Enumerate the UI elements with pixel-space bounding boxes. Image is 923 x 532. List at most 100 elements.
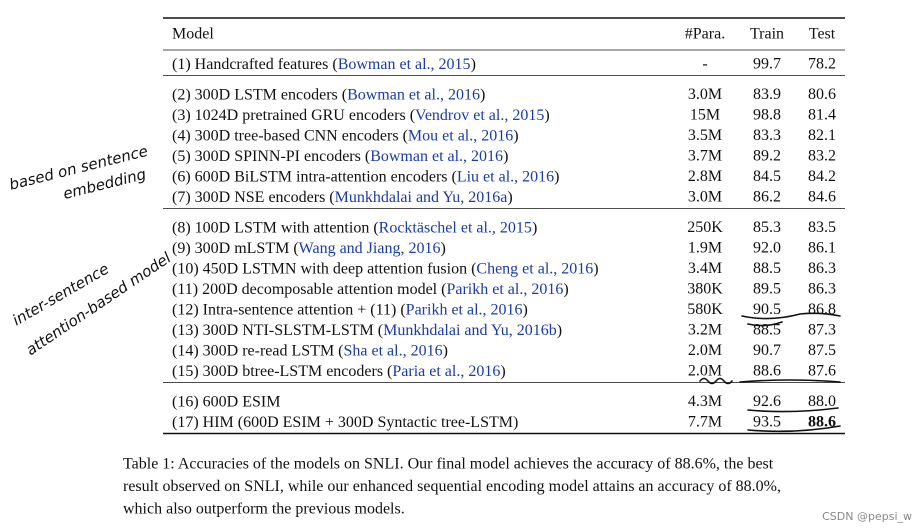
model-name: (12) Intra-sentence attention + (11) (Pa… xyxy=(172,301,528,318)
underline xyxy=(747,407,839,413)
model-name: (10) 450D LSTMN with deep attention fusi… xyxy=(172,260,599,277)
citation: Paria et al., 2016 xyxy=(392,363,500,380)
params: 2.0M xyxy=(688,363,722,380)
model-text: ) xyxy=(503,148,508,165)
train-acc: 84.5 xyxy=(753,168,781,185)
hand-underlines xyxy=(699,312,841,433)
caption-line: which also outperform the previous model… xyxy=(123,501,405,518)
train-acc: 89.5 xyxy=(753,281,781,298)
train-acc: 98.8 xyxy=(753,107,781,124)
model-text: ) xyxy=(554,168,559,185)
citation: Liu et al., 2016 xyxy=(457,168,554,185)
model-text: ) xyxy=(513,127,518,144)
test-acc: 86.8 xyxy=(808,301,836,318)
test-acc: 86.3 xyxy=(808,260,836,277)
citation: Cheng et al., 2016 xyxy=(476,260,593,277)
citation: Vendrov et al., 2015 xyxy=(415,107,544,124)
model-text: ) xyxy=(557,322,562,339)
test-acc: 78.2 xyxy=(808,56,836,73)
params: 3.7M xyxy=(688,148,722,165)
train-acc: 89.2 xyxy=(753,148,781,165)
test-acc: 83.5 xyxy=(808,219,836,236)
params: 250K xyxy=(687,219,723,236)
model-name: (13) 300D NTI-SLSTM-LSTM (Munkhdalai and… xyxy=(172,322,562,339)
citation: Munkhdalai and Yu, 2016b xyxy=(383,322,557,339)
params: 2.0M xyxy=(688,342,722,359)
caption-line: result observed on SNLI, while our enhan… xyxy=(123,478,781,495)
test-acc: 83.2 xyxy=(808,148,836,165)
underline xyxy=(747,321,783,327)
params: 4.3M xyxy=(688,393,722,410)
model-text: (12) Intra-sentence attention + (11) ( xyxy=(172,301,406,318)
citation: Bowman et al., 2016 xyxy=(347,86,480,103)
train-acc: 99.7 xyxy=(753,56,781,73)
model-text: ) xyxy=(593,260,598,277)
model-name: (3) 1024D pretrained GRU encoders (Vendr… xyxy=(172,107,550,124)
underline xyxy=(739,379,841,383)
model-name: (9) 300D mLSTM (Wang and Jiang, 2016) xyxy=(172,240,446,257)
model-text: (16) 600D ESIM xyxy=(172,393,280,410)
citation: Wang and Jiang, 2016 xyxy=(299,240,441,257)
test-acc: 80.6 xyxy=(808,86,836,103)
test-acc: 87.3 xyxy=(808,322,836,339)
train-acc: 88.5 xyxy=(753,322,781,339)
model-name: (2) 300D LSTM encoders (Bowman et al., 2… xyxy=(172,86,485,103)
model-text: (5) 300D SPINN-PI encoders ( xyxy=(172,148,370,165)
test-acc: 84.6 xyxy=(808,189,836,206)
params: 380K xyxy=(687,281,723,298)
train-acc: 86.2 xyxy=(753,189,781,206)
test-acc: 86.1 xyxy=(808,240,836,257)
params: 7.7M xyxy=(688,414,722,431)
train-acc: 93.5 xyxy=(753,414,781,431)
model-text: ) xyxy=(507,189,512,206)
model-text: (11) 200D decomposable attention model ( xyxy=(172,281,446,298)
citation: Sha et al., 2016 xyxy=(344,342,443,359)
test-acc: 81.4 xyxy=(808,107,836,124)
model-name: (4) 300D tree-based CNN encoders (Mou et… xyxy=(172,127,519,144)
test-acc: 88.6 xyxy=(808,414,836,431)
model-text: ) xyxy=(440,240,445,257)
model-name: (5) 300D SPINN-PI encoders (Bowman et al… xyxy=(172,148,508,165)
citation: Bowman et al., 2016 xyxy=(370,148,503,165)
underline xyxy=(699,377,733,385)
model-text: ) xyxy=(523,301,528,318)
test-acc: 82.1 xyxy=(808,127,836,144)
model-name: (8) 100D LSTM with attention (Rocktäsche… xyxy=(172,219,537,236)
model-name: (7) 300D NSE encoders (Munkhdalai and Yu… xyxy=(172,189,513,206)
underline xyxy=(741,312,841,320)
test-acc: 86.3 xyxy=(808,281,836,298)
params: 2.8M xyxy=(688,168,722,185)
train-acc: 83.9 xyxy=(753,86,781,103)
model-name: (11) 200D decomposable attention model (… xyxy=(172,281,569,298)
model-text: ) xyxy=(471,56,476,73)
model-name: (16) 600D ESIM xyxy=(172,393,280,410)
caption-line: Table 1: Accuracies of the models on SNL… xyxy=(123,456,774,473)
model-name: (17) HIM (600D ESIM + 300D Syntactic tre… xyxy=(172,414,518,431)
train-acc: 88.6 xyxy=(753,363,781,380)
model-text: (10) 450D LSTMN with deep attention fusi… xyxy=(172,260,476,277)
model-text: ) xyxy=(500,363,505,380)
model-text: (13) 300D NTI-SLSTM-LSTM ( xyxy=(172,322,383,339)
train-acc: 85.3 xyxy=(753,219,781,236)
test-acc: 87.5 xyxy=(808,342,836,359)
model-text: (8) 100D LSTM with attention ( xyxy=(172,219,379,236)
model-text: ) xyxy=(563,281,568,298)
test-acc: 84.2 xyxy=(808,168,836,185)
params: 3.4M xyxy=(688,260,722,277)
model-name: (15) 300D btree-LSTM encoders (Paria et … xyxy=(172,363,506,380)
model-text: (3) 1024D pretrained GRU encoders ( xyxy=(172,107,415,124)
train-acc: 90.7 xyxy=(753,342,781,359)
model-text: (4) 300D tree-based CNN encoders ( xyxy=(172,127,408,144)
train-acc: 88.5 xyxy=(753,260,781,277)
train-acc: 92.6 xyxy=(753,393,781,410)
model-text: (14) 300D re-read LSTM ( xyxy=(172,342,344,359)
model-text: (2) 300D LSTM encoders ( xyxy=(172,86,347,103)
train-acc: 92.0 xyxy=(753,240,781,257)
params: 15M xyxy=(690,107,720,124)
model-text: (6) 600D BiLSTM intra-attention encoders… xyxy=(172,168,457,185)
column-header: #Para. xyxy=(685,26,725,43)
model-text: (1) Handcrafted features ( xyxy=(172,56,338,73)
model-text: ) xyxy=(544,107,549,124)
model-text: (15) 300D btree-LSTM encoders ( xyxy=(172,363,392,380)
